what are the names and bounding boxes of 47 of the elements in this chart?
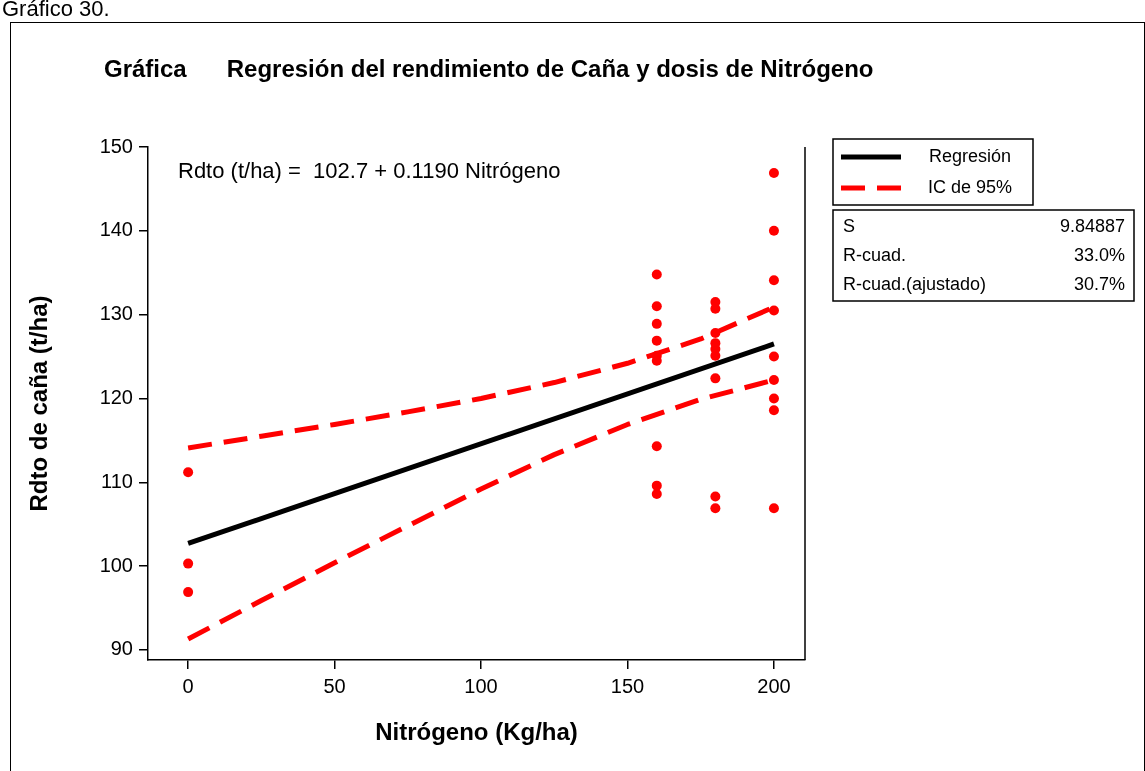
x-axis-title: Nitrógeno (Kg/ha) bbox=[375, 717, 578, 745]
y-tick-label: 100 bbox=[99, 553, 133, 576]
text: R-cuad.(ajustado) bbox=[843, 273, 987, 294]
y-tick-label: 120 bbox=[99, 385, 133, 408]
annotation: Rdto (t/ha) = 102.7 + 0.1190 Nitrógeno bbox=[178, 158, 561, 184]
point bbox=[768, 305, 779, 316]
y-axis-title: Rdto de caña (t/ha) bbox=[24, 295, 52, 512]
text: 9.84887 bbox=[1059, 215, 1125, 236]
point bbox=[183, 587, 194, 598]
point bbox=[710, 373, 721, 384]
point bbox=[768, 167, 779, 178]
x-tick-label: 200 bbox=[757, 674, 791, 697]
chart-title: Gráfica Regresión del rendimiento de Caña y dosis de Nitrógeno bbox=[104, 54, 874, 82]
point bbox=[768, 275, 779, 286]
point bbox=[651, 318, 662, 329]
x-tick-label: 100 bbox=[464, 674, 498, 697]
text: S bbox=[843, 215, 856, 236]
text: R-cuad. bbox=[843, 244, 907, 265]
y-tick-label: 140 bbox=[99, 218, 133, 241]
point bbox=[183, 558, 194, 569]
point bbox=[768, 503, 779, 514]
point bbox=[710, 491, 721, 502]
text: 30.7% bbox=[1073, 273, 1125, 294]
point bbox=[710, 328, 721, 339]
x-tick-label: 150 bbox=[610, 674, 645, 697]
point bbox=[768, 405, 779, 416]
point bbox=[768, 351, 779, 362]
y-tick-label: 110 bbox=[101, 469, 133, 492]
x-tick-label: 50 bbox=[323, 674, 346, 697]
y-tick-label: 130 bbox=[99, 302, 133, 325]
point bbox=[651, 269, 662, 280]
x-tick-label: 0 bbox=[182, 674, 194, 697]
point bbox=[768, 375, 779, 386]
point bbox=[651, 441, 662, 452]
y-tick-label: 150 bbox=[99, 134, 133, 157]
point bbox=[768, 393, 779, 404]
point bbox=[651, 301, 662, 312]
point bbox=[768, 225, 779, 236]
point bbox=[651, 335, 662, 346]
text: 33.0% bbox=[1073, 244, 1125, 265]
legend-label: Regresión bbox=[928, 145, 1012, 166]
point bbox=[651, 489, 662, 500]
legend-label: IC de 95% bbox=[927, 176, 1013, 197]
point bbox=[183, 467, 194, 478]
text: Gráfico 30. bbox=[2, 0, 110, 22]
point bbox=[710, 503, 721, 514]
y-tick-label: 90 bbox=[110, 637, 133, 660]
